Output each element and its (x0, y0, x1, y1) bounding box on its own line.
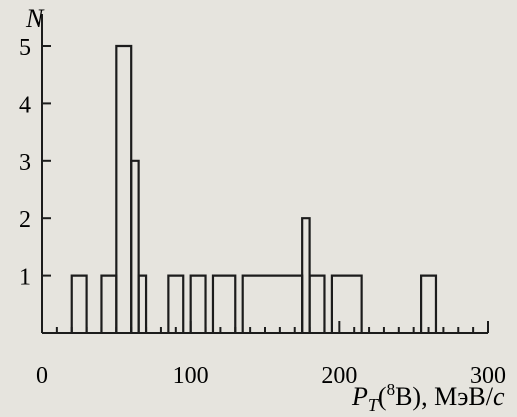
histogram-bar (330, 274, 363, 333)
x-axis-label-unit: ), МэВ/ (412, 382, 493, 411)
histogram-bar (167, 274, 185, 333)
x-axis-label: PT(8B), МэВ/c (351, 380, 505, 415)
histogram-bar (301, 217, 311, 333)
histogram-bar (115, 44, 133, 333)
histogram-bar (189, 274, 207, 333)
histogram-bar (308, 274, 326, 333)
histogram-bar (70, 274, 88, 333)
x-tick-label: 300 (470, 363, 506, 389)
y-axis-label: N (25, 4, 45, 33)
tick-labels: 1 2 3 4 5 0 100 200 300 (19, 35, 506, 389)
x-axis-label-superscript: 8 (387, 380, 396, 399)
histogram-bars (70, 44, 438, 333)
x-axis-label-paren: ( (378, 382, 387, 411)
x-axis-label-symbol: P (351, 382, 368, 411)
x-axis-label-subscript: T (368, 395, 380, 415)
y-tick-label: 1 (19, 265, 31, 291)
x-axis-label-element: B (395, 382, 412, 411)
y-tick-label: 5 (19, 35, 31, 61)
x-tick-label: 0 (36, 363, 48, 389)
y-tick-label: 3 (19, 150, 31, 176)
histogram-bar (241, 274, 304, 333)
x-axis-label-unit-tail: c (493, 382, 505, 411)
histogram-bar (420, 274, 438, 333)
x-tick-label: 100 (173, 363, 209, 389)
histogram-bar (100, 274, 118, 333)
histogram-bar (137, 274, 148, 333)
histogram-bar (211, 274, 237, 333)
histogram-bar (130, 159, 140, 333)
y-tick-label: 2 (19, 207, 31, 233)
x-tick-label: 200 (321, 363, 357, 389)
y-tick-label: 4 (19, 92, 31, 118)
